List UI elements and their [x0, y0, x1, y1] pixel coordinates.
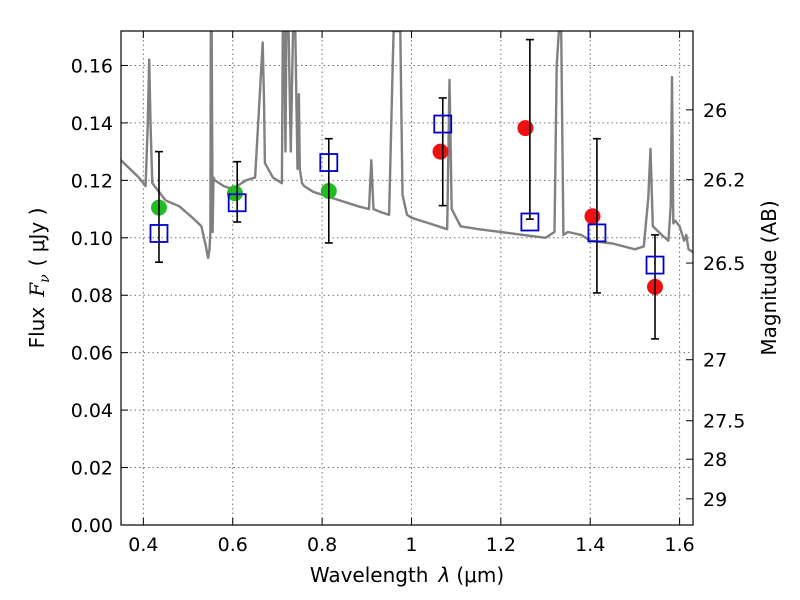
- x-tick-label: 1.6: [664, 534, 694, 556]
- data-point-square: [645, 255, 665, 275]
- data-point: [226, 185, 243, 202]
- plot-frame: [120, 30, 694, 526]
- y2-tick-label: 26.5: [703, 253, 745, 275]
- data-point-square: [319, 153, 339, 172]
- axis-labels: Wavelength λ (μm) FluxFν( μJy ) Magnitude …: [25, 200, 781, 587]
- x-tick-label: 0.4: [128, 534, 158, 556]
- y-tick-label: 0.08: [71, 285, 113, 307]
- y2-tick-label: 27.5: [703, 411, 745, 433]
- spectrum-line: [121, 31, 693, 260]
- x-tick-label: 1: [405, 534, 417, 556]
- x-tick-label: 0.6: [218, 534, 248, 556]
- data-point-square: [520, 212, 540, 232]
- data-point-square: [587, 223, 607, 243]
- data-point-square: [149, 224, 169, 243]
- y-tick-label: 0.12: [71, 170, 113, 192]
- y-axis-label: FluxFν( μJy ): [25, 208, 53, 349]
- y-tick-label: 0.14: [71, 113, 113, 135]
- y2-tick-label: 29: [703, 489, 727, 511]
- x-axis-label: Wavelength λ (μm): [310, 563, 504, 587]
- y2-tick-label: 28: [703, 449, 727, 471]
- y-tick-label: 0.10: [71, 228, 113, 250]
- y2-tick-label: 26: [703, 100, 727, 122]
- y2-tick-label: 26.2: [703, 170, 745, 192]
- grid: [121, 31, 693, 525]
- y-tick-label: 0.16: [71, 55, 113, 77]
- y-tick-label: 0.06: [71, 343, 113, 365]
- y2-tick-label: 27: [703, 350, 727, 372]
- x-tick-label: 0.8: [307, 534, 337, 556]
- data-point-square: [227, 193, 247, 213]
- data-point-square: [433, 114, 453, 134]
- axis-ticks: 0.4 0.6 0.8 1 1.2 1.4 1.6 0.00 0.02 0.04 0.06 0.08 0…: [71, 31, 745, 556]
- y-tick-label: 0.04: [71, 400, 113, 422]
- data-point: [432, 143, 449, 160]
- x-tick-label: 1.2: [486, 534, 516, 556]
- x-tick-label: 1.4: [575, 534, 605, 556]
- y-tick-label: 0.02: [71, 458, 113, 480]
- data-markers: [149, 38, 665, 340]
- y-tick-label: 0.00: [71, 515, 113, 537]
- plot-area: [121, 31, 693, 340]
- right-axis-label: Magnitude (AB): [757, 200, 781, 355]
